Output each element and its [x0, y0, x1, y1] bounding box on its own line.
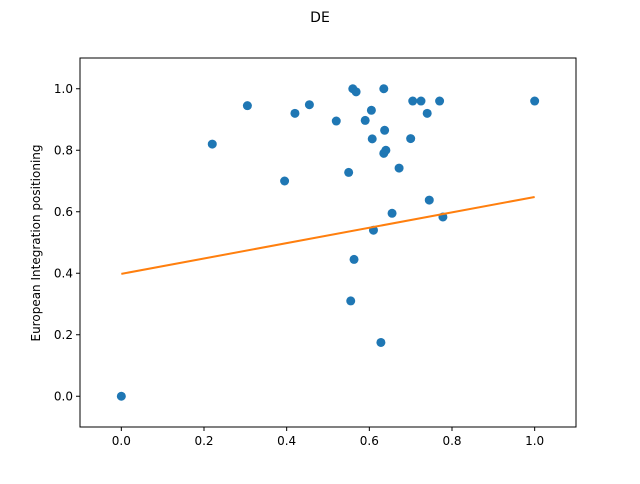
data-point — [376, 337, 386, 347]
data-point — [435, 96, 445, 106]
x-tick-label: 0.4 — [277, 434, 296, 448]
y-axis-label: European Integration positioning — [29, 145, 43, 342]
x-tick-label: 1.0 — [525, 434, 544, 448]
data-point — [367, 134, 377, 144]
y-tick-label: 1.0 — [54, 82, 73, 96]
data-point — [530, 96, 540, 106]
data-point — [349, 254, 359, 264]
data-point — [380, 125, 390, 135]
data-point — [408, 96, 418, 106]
data-point — [351, 87, 361, 97]
x-tick-label: 0.2 — [194, 434, 213, 448]
data-point — [242, 101, 252, 111]
data-point — [116, 391, 126, 401]
trend-line — [121, 196, 535, 275]
data-point — [331, 116, 341, 126]
data-point — [379, 84, 389, 94]
x-tick-label: 0.0 — [112, 434, 131, 448]
data-point — [207, 139, 217, 149]
data-point — [381, 145, 391, 155]
data-point — [406, 134, 416, 144]
y-tick-label: 0.4 — [54, 266, 73, 280]
data-point — [344, 167, 354, 177]
plot-area: 0.0 0.2 0.4 0.6 0.8 1.0 0.0 0.2 0.4 0.6 0.8 1.0 — [54, 82, 544, 448]
data-point — [346, 296, 356, 306]
y-tick-label: 0.0 — [54, 389, 73, 403]
y-tick-label: 0.6 — [54, 205, 73, 219]
data-point — [280, 176, 290, 186]
data-point — [394, 163, 404, 173]
chart-title: DE — [310, 10, 330, 26]
axes-frame — [79, 57, 577, 428]
data-point — [366, 105, 376, 115]
data-point — [290, 108, 300, 118]
x-tick-label: 0.8 — [442, 434, 461, 448]
data-point — [387, 208, 397, 218]
x-tick-label: 0.6 — [360, 434, 379, 448]
data-point — [360, 115, 370, 125]
data-point — [422, 108, 432, 118]
y-tick-label: 0.8 — [54, 143, 73, 157]
data-point — [424, 195, 434, 205]
data-point — [304, 100, 314, 110]
y-tick-label: 0.2 — [54, 328, 73, 342]
data-point — [416, 96, 426, 106]
